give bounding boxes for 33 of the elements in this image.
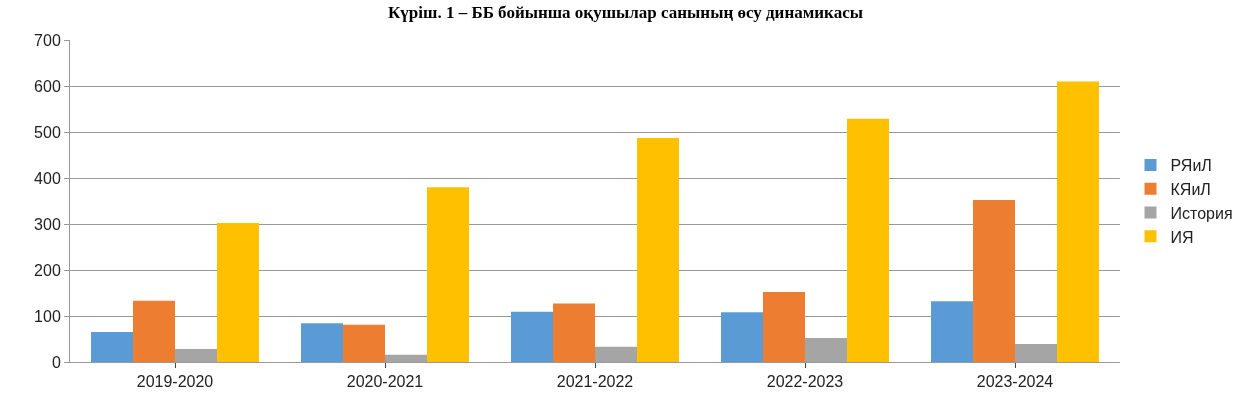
y-tick-label: 500 [34,123,61,141]
bar [553,303,595,362]
bar [133,300,175,362]
legend-label: История [1170,204,1233,222]
y-tick-label: 600 [34,77,61,95]
legend-label: КЯиЛ [1170,180,1211,198]
bar [721,312,763,362]
chart-title: Күріш. 1 – ББ бойынша оқушылар санының өсу динамикасы [388,3,863,22]
y-tick-label: 200 [34,261,61,279]
x-tick-label: 2023-2024 [976,373,1054,391]
bar [343,324,385,362]
y-tick-label: 300 [34,215,61,233]
bar [91,332,133,362]
x-tick-label: 2021-2022 [556,373,634,391]
x-tick-label: 2020-2021 [346,373,424,391]
x-tick-label: 2019-2020 [136,373,214,391]
bar [1057,81,1099,362]
bar [301,323,343,362]
bar [763,292,805,362]
bar [973,200,1015,362]
bar [847,118,889,362]
bar [217,223,259,362]
bar [637,137,679,362]
y-tick-label: 700 [34,31,61,49]
y-tick-label: 0 [51,353,61,371]
x-tick-label: 2022-2023 [766,373,844,391]
y-tick-label: 400 [34,169,61,187]
bar [511,311,553,362]
legend-label: ИЯ [1170,228,1194,246]
bar [931,301,973,362]
bar [427,187,469,362]
y-tick-label: 100 [34,307,61,325]
legend-label: РЯиЛ [1170,157,1212,175]
